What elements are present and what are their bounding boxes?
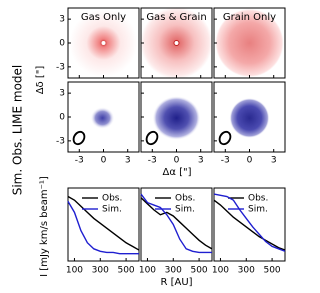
y-tick-label: -3 [56,136,65,146]
image-xlabel: Δα ["] [162,167,191,178]
x-tick-label: 500 [190,266,207,276]
legend-label: Obs. [248,194,268,204]
legend-label: Sim. [175,205,195,215]
x-tick-label: 100 [139,266,156,276]
beam [72,130,86,146]
column-title: Gas Only [81,12,126,23]
column-title: Grain Only [223,12,276,23]
legend-label: Sim. [248,205,268,215]
emission-map [229,98,270,138]
y-tick-label: -3 [56,62,65,72]
series-line [140,193,212,254]
emission-map [90,107,115,129]
series-line [67,195,140,251]
y-tick-label: 3 [59,15,65,25]
x-tick-label: -3 [221,156,230,166]
x-tick-label: 0 [101,156,107,166]
series-line [140,197,213,250]
emission-core [173,40,180,46]
legend-label: Obs. [102,194,122,204]
emission-core [101,41,106,45]
beam [218,130,232,146]
x-tick-label: 3 [271,156,277,166]
image-ylabel: Δδ ["] [35,66,46,95]
x-tick-label: 100 [66,266,83,276]
series-line [213,199,286,251]
x-tick-label: -3 [148,156,157,166]
figure-label: Sim. Obs. LIME model [11,65,25,196]
y-tick-label: 3 [59,89,65,99]
x-tick-label: 3 [125,156,131,166]
panel-frame [213,187,286,262]
x-tick-label: 300 [92,266,109,276]
y-tick-label: 0 [59,113,65,123]
legend-label: Sim. [102,205,122,215]
x-tick-label: -3 [75,156,84,166]
x-tick-label: 0 [247,156,253,166]
x-tick-label: 500 [117,266,134,276]
panel-frame [140,187,213,262]
beam [145,130,159,146]
emission-map [215,9,284,77]
x-tick-label: 100 [212,266,229,276]
x-tick-label: 0 [174,156,180,166]
legend-label: Obs. [175,194,195,204]
y-tick-label: 0 [59,39,65,49]
y-axis-label: I [mJy km/s beam⁻¹] [39,176,50,277]
emission-map [152,96,201,140]
panel-frame [67,187,140,262]
x-tick-label: 300 [238,266,255,276]
x-tick-label: 300 [165,266,182,276]
x-tick-label: 500 [263,266,280,276]
x-tick-label: 3 [198,156,204,166]
series-line [213,193,286,252]
x-axis-label: R [AU] [160,277,192,288]
series-line [67,201,139,255]
column-title: Gas & Grain [146,12,206,23]
